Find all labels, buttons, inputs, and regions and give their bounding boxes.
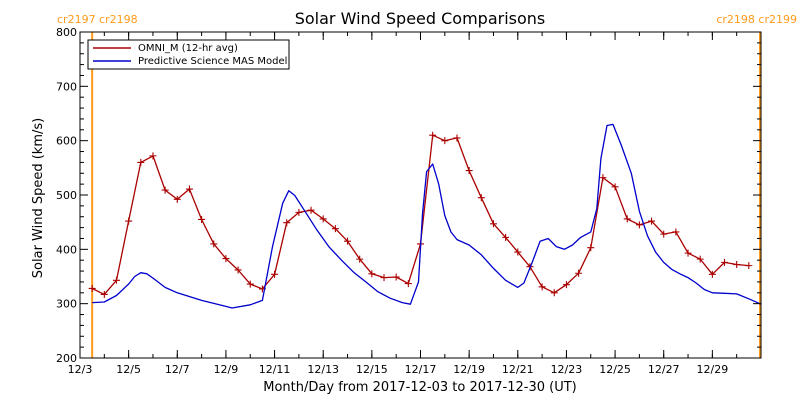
data-point-omni [550,289,558,297]
data-point-omni [161,186,169,194]
x-tick-label: 12/11 [259,363,291,376]
data-point-omni [344,237,352,245]
x-tick-label: 12/13 [307,363,339,376]
x-tick-label: 12/15 [356,363,388,376]
x-tick-label: 12/23 [551,363,583,376]
data-point-omni [198,215,206,223]
data-point-omni [210,240,218,248]
data-point-omni [112,276,120,284]
series-line-omni [91,134,749,296]
data-point-omni [599,174,607,182]
data-point-omni [429,131,437,139]
data-point-omni [465,167,473,175]
data-point-omni [635,221,643,229]
data-point-omni [672,228,680,236]
legend: OMNI_M (12-hr avg) Predictive Science MA… [87,39,290,70]
data-point-omni [234,266,242,274]
data-point-omni [295,208,303,216]
y-tick-label: 200 [56,352,77,365]
data-point-omni [125,217,133,225]
data-point-omni [489,220,497,228]
y-tick-label: 400 [56,243,77,256]
carrington-right-label: cr2198 cr2199 [716,13,797,26]
legend-box [87,39,290,70]
data-point-omni [173,195,181,203]
data-point-omni [514,248,522,256]
data-point-omni [368,270,376,278]
data-point-omni [319,215,327,223]
data-point-omni [380,274,388,282]
data-point-omni [271,270,279,278]
data-point-omni [185,185,193,193]
data-point-omni [502,233,510,241]
y-tick-label: 500 [56,189,77,202]
data-point-omni [477,194,485,202]
x-axis-title: Month/Day from 2017-12-03 to 2017-12-30 … [263,380,576,395]
y-axis-title: Solar Wind Speed (km/s) [31,118,46,278]
x-tick-label: 12/9 [214,363,239,376]
data-point-omni [283,219,291,227]
x-tick-label: 12/19 [453,363,485,376]
data-point-omni [733,261,741,269]
data-point-omni [708,270,716,278]
chart-title: Solar Wind Speed Comparisons [295,9,546,28]
data-point-omni [745,262,753,270]
x-tick-label: 12/5 [116,363,141,376]
data-point-omni [660,230,668,238]
data-point-omni [441,137,449,145]
legend-label-omni: OMNI_M (12-hr avg) [138,43,238,54]
x-tick-label: 12/21 [502,363,534,376]
data-point-omni [331,225,339,233]
data-point-omni [562,281,570,289]
data-point-omni [222,255,230,263]
data-point-omni [721,258,729,266]
carrington-left-label: cr2197 cr2198 [57,13,138,26]
data-point-omni [611,183,619,191]
data-point-omni [575,269,583,277]
y-tick-label: 300 [56,298,77,311]
data-point-omni [684,249,692,257]
x-tick-label: 12/3 [68,363,93,376]
data-point-omni [356,255,364,263]
y-tick-label: 600 [56,135,77,148]
series-line-mas [92,123,762,309]
data-point-omni [453,134,461,142]
data-point-omni [246,280,254,288]
y-tick-label: 700 [56,80,77,93]
data-point-omni [137,158,145,166]
data-point-omni [587,244,595,252]
data-point-omni [696,255,704,263]
x-tick-label: 12/27 [648,363,680,376]
data-point-omni [623,215,631,223]
data-point-omni [538,283,546,291]
x-tick-label: 12/7 [165,363,190,376]
data-point-omni [88,284,96,292]
data-point-omni [100,290,108,298]
x-tick-label: 12/17 [405,363,437,376]
data-point-omni [149,152,157,160]
data-point-omni [648,217,656,225]
data-point-omni [307,206,315,214]
y-tick-label: 800 [56,26,77,39]
data-point-omni [404,280,412,288]
data-point-omni [392,273,400,281]
plot-area: 200 300 400 500 600 700 800 12/3 12/5 12/7 12/9 12/… [56,26,762,376]
legend-label-mas: Predictive Science MAS Model [138,56,287,67]
x-tick-label: 12/25 [599,363,631,376]
x-tick-label: 12/29 [697,363,729,376]
